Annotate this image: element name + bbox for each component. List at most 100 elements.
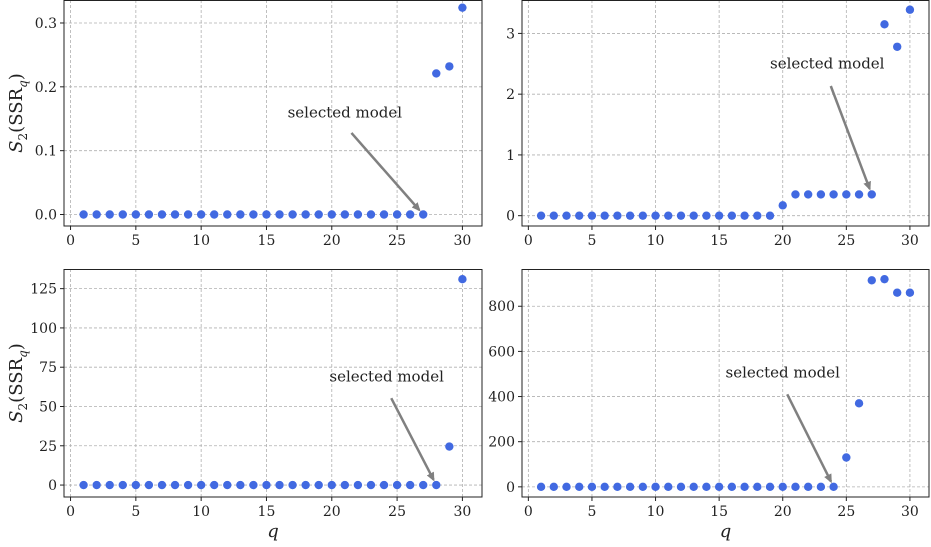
data-point [651, 482, 660, 492]
x-tick-label: 0 [524, 233, 533, 249]
data-point [131, 480, 141, 490]
y-axis-label: S2(SSRq) [6, 343, 30, 423]
data-point [829, 190, 838, 199]
y-tick-label: 0.1 [35, 144, 57, 160]
data-point [905, 288, 915, 297]
data-point [727, 482, 737, 492]
x-tick-label: 10 [192, 504, 210, 520]
y-tick-label: 125 [30, 282, 57, 298]
data-point [223, 210, 232, 219]
data-point [92, 480, 101, 490]
annotation-text: selected model [726, 363, 841, 381]
y-tick-label: 25 [39, 439, 57, 455]
data-point [536, 211, 546, 220]
x-axis-label: q [720, 521, 732, 542]
x-tick-label: 25 [388, 504, 406, 520]
x-tick-label: 30 [453, 233, 471, 249]
data-point [893, 288, 902, 297]
data-point [536, 482, 546, 492]
data-point [432, 69, 441, 78]
data-point [196, 210, 206, 219]
axes-frame [521, 0, 930, 227]
data-point [105, 210, 114, 219]
data-point [288, 480, 297, 490]
data-point [842, 453, 851, 462]
data-point [803, 482, 813, 492]
data-point [778, 482, 787, 492]
x-tick-label: 20 [323, 233, 341, 249]
y-tick-label: 0.3 [35, 16, 57, 32]
y-tick-label: 200 [488, 435, 515, 451]
data-point [183, 480, 193, 490]
subplot-top-right: 0 5 10 15 20 25 30 0 1 2 3 selected model [506, 0, 930, 249]
x-tick-label: 10 [647, 233, 665, 249]
data-point [144, 210, 154, 219]
data-point [379, 210, 389, 219]
data-point [419, 210, 428, 219]
x-tick-label: 15 [710, 504, 728, 520]
data-point [905, 5, 915, 14]
x-tick-label: 25 [837, 233, 855, 249]
x-tick-label: 25 [388, 233, 406, 249]
data-point [170, 210, 180, 219]
data-point [210, 210, 219, 219]
data-point [419, 480, 428, 490]
x-tick-label: 25 [837, 504, 855, 520]
data-point [366, 480, 376, 490]
data-point [157, 480, 167, 490]
data-point [249, 480, 258, 490]
data-point [210, 480, 219, 490]
data-point [575, 211, 584, 220]
data-point [236, 210, 245, 219]
x-tick-label: 0 [66, 233, 75, 249]
data-point [702, 482, 711, 492]
y-tick-label: 75 [39, 360, 57, 376]
data-point [765, 211, 775, 220]
data-point [689, 211, 698, 220]
data-point [625, 482, 635, 492]
data-point [236, 480, 245, 490]
data-point [587, 211, 597, 220]
data-point [575, 482, 584, 492]
data-point [301, 480, 310, 490]
data-point [893, 42, 902, 51]
data-point [676, 211, 686, 220]
data-point [740, 211, 749, 220]
y-tick-label: 800 [488, 299, 515, 315]
data-point [340, 480, 350, 490]
x-tick-label: 15 [710, 233, 728, 249]
data-point [314, 210, 323, 219]
subplot-bottom-right: 0 5 10 15 20 25 30 0 200 400 600 800 selected model q [488, 269, 930, 542]
axes-frame [63, 0, 483, 227]
data-point [651, 211, 660, 220]
data-point [366, 210, 376, 219]
data-point [262, 210, 271, 219]
axes-frame [521, 269, 930, 498]
y-tick-label: 50 [39, 399, 57, 415]
data-point [458, 275, 467, 284]
data-point [118, 480, 127, 490]
data-point [638, 482, 648, 492]
y-tick-label: 0 [506, 480, 515, 496]
x-tick-label: 5 [587, 504, 596, 520]
data-point [854, 399, 864, 408]
data-point [92, 210, 101, 219]
data-point [880, 20, 889, 29]
axes-frame [63, 269, 483, 498]
data-point [664, 211, 673, 220]
data-point [405, 210, 415, 219]
data-point [867, 276, 876, 285]
data-point [353, 480, 363, 490]
data-point [327, 210, 336, 219]
annotation-arrow [829, 85, 871, 191]
data-point [327, 480, 336, 490]
x-tick-label: 30 [453, 504, 471, 520]
x-tick-label: 10 [192, 233, 210, 249]
data-point [689, 482, 698, 492]
data-point [714, 482, 724, 492]
x-tick-label: 0 [66, 504, 75, 520]
subplot-top-left: 0 5 10 15 20 25 30 0.0 0.1 0.2 0.3 selected model S2… [6, 0, 483, 249]
data-point [275, 210, 284, 219]
data-point [275, 480, 284, 490]
x-axis-label: q [267, 521, 279, 542]
